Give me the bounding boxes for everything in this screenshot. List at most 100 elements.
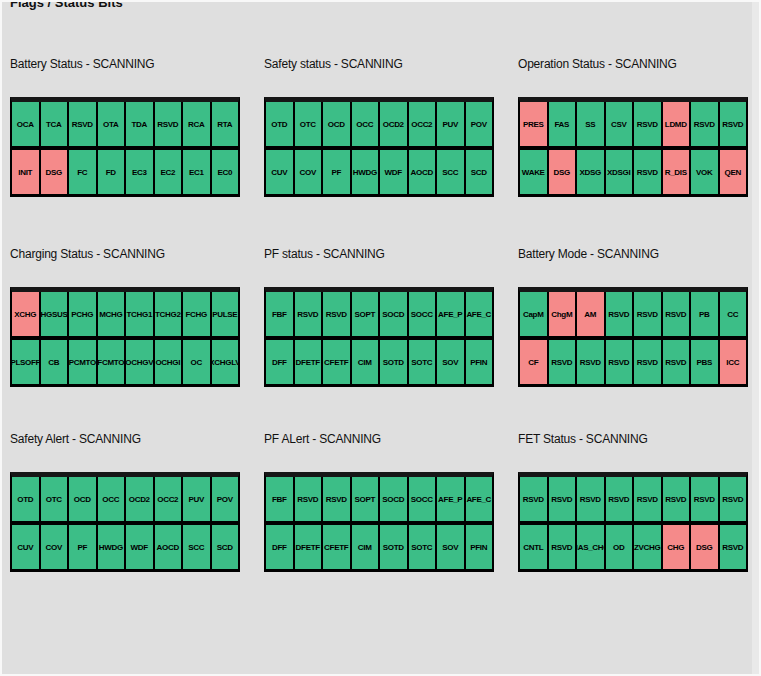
flag-cell-ocd2: OCD2	[126, 477, 153, 521]
flag-cell-ocd: OCD	[69, 477, 96, 521]
flag-cell-dfetf: DFETF	[295, 340, 322, 384]
flag-cell-pfin: PFIN	[466, 340, 493, 384]
flag-cell-occ2: OCC2	[155, 477, 182, 521]
panel-title: Safety status - SCANNING	[264, 57, 496, 73]
flag-cell-cuv: CUV	[266, 150, 293, 194]
flag-cell-mas-chg: MAS_CHG	[577, 525, 604, 569]
panel-title: PF ALert - SCANNING	[264, 432, 496, 448]
flag-cell-socc: SOCC	[409, 477, 436, 521]
flag-cell-fcmto: FCMTO	[98, 340, 125, 384]
flag-cell-pbs: PBS	[691, 340, 718, 384]
flag-cell-cfetf: CFETF	[323, 525, 350, 569]
flag-cell-oca: OCA	[12, 102, 39, 146]
flag-cell-rta: RTA	[212, 102, 239, 146]
flag-cell-ota: OTA	[98, 102, 125, 146]
panels-grid: Battery Status - SCANNINGOCATCARSVDOTATD…	[10, 57, 758, 572]
flag-cell-fas: FAS	[549, 102, 576, 146]
flag-cell-xdsgi: XDSGI	[606, 150, 633, 194]
flag-table: OTDOTCOCDOCCOCD2OCC2PUVPOVCUVCOVPFHWDGWD…	[10, 472, 240, 572]
flag-cell-rsvd: RSVD	[720, 477, 747, 521]
flag-cell-cfetf: CFETF	[323, 340, 350, 384]
flag-table: FBFRSVDRSVDSOPTSOCDSOCCAFE_PAFE_CDFFDFET…	[264, 287, 494, 387]
panel-title: Charging Status - SCANNING	[10, 247, 242, 263]
flag-cell-rsvd: RSVD	[606, 340, 633, 384]
flag-cell-ldmd: LDMD	[663, 102, 690, 146]
flag-cell-fc: FC	[69, 150, 96, 194]
flag-cell-rsvd: RSVD	[606, 477, 633, 521]
flag-cell-ec2: EC2	[155, 150, 182, 194]
flag-cell-rsvd: RSVD	[634, 292, 661, 336]
flag-cell-dsg: DSG	[549, 150, 576, 194]
panel-title: PF status - SCANNING	[264, 247, 496, 263]
flag-cell-ec0: EC0	[212, 150, 239, 194]
flag-table: CapMChgMAMRSVDRSVDRSVDPBCCCFRSVDRSVDRSVD…	[518, 287, 748, 387]
flag-cell-scc: SCC	[183, 525, 210, 569]
flag-cell-ec3: EC3	[126, 150, 153, 194]
flag-cell-ochgv: OCHGV	[126, 340, 153, 384]
flag-cell-sotc: SOTC	[409, 525, 436, 569]
flag-cell-fd: FD	[98, 150, 125, 194]
flag-cell-fbf: FBF	[266, 292, 293, 336]
flag-cell-rsvd: RSVD	[720, 525, 747, 569]
flag-cell-zvchg: ZVCHG	[634, 525, 661, 569]
flag-cell-init: INIT	[12, 150, 39, 194]
flag-cell-qen: QEN	[720, 150, 747, 194]
flag-cell-chgsusp: CHGSUSP	[41, 292, 68, 336]
flag-cell-ocd: OCD	[323, 102, 350, 146]
flag-cell-aocd: AOCD	[409, 150, 436, 194]
flag-cell-afe-p: AFE_P	[437, 292, 464, 336]
flag-cell-fbf: FBF	[266, 477, 293, 521]
flag-cell-rsvd: RSVD	[549, 340, 576, 384]
flag-cell-otc: OTC	[295, 102, 322, 146]
flag-panel-battery-status: Battery Status - SCANNINGOCATCARSVDOTATD…	[10, 57, 242, 247]
flag-cell-mchg: MCHG	[98, 292, 125, 336]
flag-cell-cim: CIM	[352, 525, 379, 569]
flag-cell-sotd: SOTD	[380, 525, 407, 569]
flag-cell-rsvd: RSVD	[323, 292, 350, 336]
flag-cell-occ: OCC	[98, 477, 125, 521]
flag-cell-scc: SCC	[437, 150, 464, 194]
flag-panel-charging-status: Charging Status - SCANNINGXCHGCHGSUSPPCH…	[10, 247, 242, 432]
flag-table: OCATCARSVDOTATDARSVDRCARTAINITDSGFCFDEC3…	[10, 97, 240, 197]
flag-cell-hwdg: HWDG	[352, 150, 379, 194]
flag-cell-oc: OC	[183, 340, 210, 384]
flag-cell-dfetf: DFETF	[295, 525, 322, 569]
flag-cell-pfin: PFIN	[466, 525, 493, 569]
flag-cell-capm: CapM	[520, 292, 547, 336]
flags-status-window: Flags / Status Bits Battery Status - SCA…	[0, 0, 761, 676]
flag-cell-rsvd: RSVD	[69, 102, 96, 146]
flag-cell-ochgi: OCHGI	[155, 340, 182, 384]
flag-cell-dsg: DSG	[691, 525, 718, 569]
flag-cell-otd: OTD	[12, 477, 39, 521]
flag-cell-puv: PUV	[437, 102, 464, 146]
flag-cell-ocd2: OCD2	[380, 102, 407, 146]
flag-cell-sov: SOV	[437, 340, 464, 384]
flag-panel-fet-status: FET Status - SCANNINGRSVDRSVDRSVDRSVDRSV…	[518, 432, 750, 572]
flag-cell-ss: SS	[577, 102, 604, 146]
flag-cell-rca: RCA	[183, 102, 210, 146]
flag-cell-rsvd: RSVD	[691, 102, 718, 146]
flag-cell-occ: OCC	[352, 102, 379, 146]
flag-cell-pulse: PULSE	[212, 292, 239, 336]
panel-title: Safety Alert - SCANNING	[10, 432, 242, 448]
flag-cell-tchg2: TCHG2	[155, 292, 182, 336]
flag-cell-csv: CSV	[606, 102, 633, 146]
flag-cell-rsvd: RSVD	[295, 477, 322, 521]
flag-cell-scd: SCD	[212, 525, 239, 569]
flag-cell-tda: TDA	[126, 102, 153, 146]
flag-panel-pf-status: PF status - SCANNING FBFRSVDRSVDSOPTSOCDS…	[264, 247, 496, 432]
flag-cell-dff: DFF	[266, 340, 293, 384]
flag-table: OTDOTCOCDOCCOCD2OCC2PUVPOVCUVCOVPFHWDGWD…	[264, 97, 494, 197]
flag-cell-r-dis: R_DIS	[663, 150, 690, 194]
flag-cell-chg: CHG	[663, 525, 690, 569]
panel-title: Battery Status - SCANNING	[10, 57, 242, 73]
flag-cell-plsoff: PLSOFF	[12, 340, 39, 384]
flag-cell-sopt: SOPT	[352, 292, 379, 336]
page-title: Flags / Status Bits	[10, 0, 123, 10]
flag-panel-safety-status: Safety status - SCANNINGOTDOTCOCDOCCOCD2…	[264, 57, 496, 247]
flag-cell-pov: POV	[466, 102, 493, 146]
flag-cell-rsvd: RSVD	[663, 340, 690, 384]
flag-cell-rsvd: RSVD	[634, 340, 661, 384]
flag-cell-rsvd: RSVD	[295, 292, 322, 336]
flag-cell-rsvd: RSVD	[577, 477, 604, 521]
